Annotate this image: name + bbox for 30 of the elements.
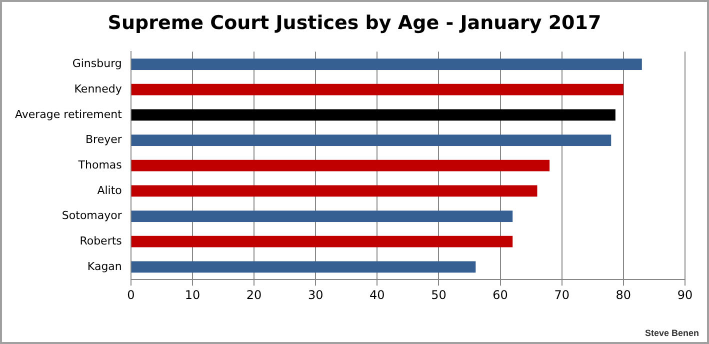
bar (131, 185, 538, 197)
bar (131, 160, 550, 172)
x-tick-label: 30 (308, 288, 324, 302)
chart-title: Supreme Court Justices by Age - January 2017 (106, 12, 602, 34)
x-tick-label: 40 (370, 288, 385, 302)
x-tick-label: 60 (492, 288, 508, 302)
x-tick-label: 50 (431, 288, 446, 302)
y-tick-label: Sotomayor (62, 209, 122, 222)
bar (131, 109, 616, 121)
bar (131, 84, 624, 96)
bar (131, 236, 513, 248)
bar (131, 261, 476, 273)
y-tick-label: Roberts (80, 234, 122, 248)
bar (131, 210, 513, 222)
y-tick-label: Ginsburg (72, 57, 122, 70)
x-tick-label: 20 (246, 288, 262, 302)
y-tick-label: Average retirement (14, 108, 123, 121)
bar (131, 134, 612, 146)
x-tick-label: 80 (616, 288, 632, 302)
x-tick-label: 10 (184, 288, 200, 302)
y-tick-label: Kagan (87, 260, 122, 273)
y-tick-label: Kennedy (74, 82, 122, 96)
x-tick-label: 0 (127, 288, 135, 302)
x-tick-label: 90 (677, 288, 693, 302)
y-tick-label: Alito (97, 184, 122, 197)
y-tick-label: Breyer (85, 133, 122, 146)
text: Steve Benen (644, 328, 699, 338)
y-tick-label: Thomas (77, 158, 122, 172)
x-tick-label: 70 (554, 288, 570, 302)
bar (131, 58, 642, 70)
